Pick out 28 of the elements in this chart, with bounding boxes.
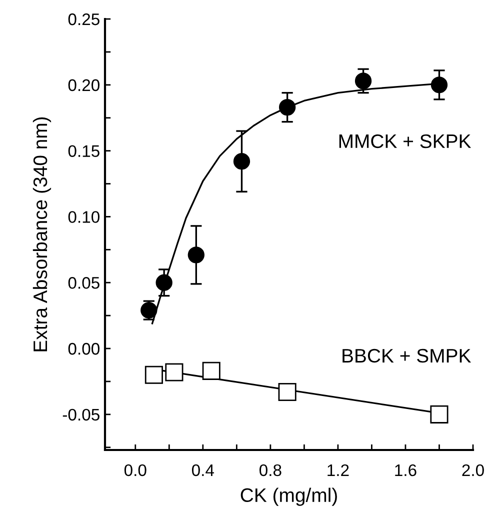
x-tick-label: 0.0 xyxy=(124,464,146,476)
point xyxy=(156,274,172,291)
y-tick-label: 0.05 xyxy=(68,277,100,289)
x-tick-label: 1.6 xyxy=(395,464,416,476)
point xyxy=(430,405,448,424)
point xyxy=(278,98,296,116)
x-tick-label: 2.0 xyxy=(462,464,484,476)
point xyxy=(354,72,372,90)
point xyxy=(430,76,448,94)
y-axis-title: Extra Absorbance (340 nm) xyxy=(32,117,52,352)
y-tick-label: 0.10 xyxy=(68,211,100,223)
y-tick-label: 0.00 xyxy=(68,342,100,355)
x-tick-label: 0.8 xyxy=(260,464,282,476)
y-tick-label: 0.20 xyxy=(68,79,100,92)
point xyxy=(278,382,296,402)
point xyxy=(202,362,220,380)
point xyxy=(188,246,204,264)
y-tick-label: 0.15 xyxy=(68,145,100,158)
point xyxy=(165,363,184,382)
y-tick-label: -0.05 xyxy=(62,408,100,421)
point xyxy=(144,366,163,384)
text: MMCK + SKPK xyxy=(339,134,472,148)
y-tick-label: 0.25 xyxy=(68,13,100,26)
x-tick-label: 1.2 xyxy=(328,464,349,476)
x-axis-title: CK (mg/ml) xyxy=(240,488,337,506)
text: BBCK + SMPK xyxy=(342,348,472,363)
point xyxy=(233,153,250,170)
x-tick-label: 0.4 xyxy=(192,464,214,476)
